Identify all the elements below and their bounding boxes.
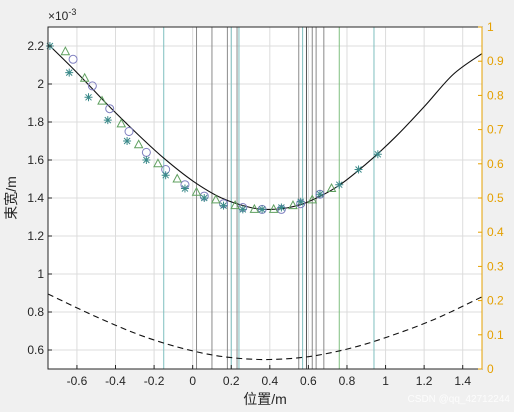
fit-curve xyxy=(47,43,483,210)
marker-triangle xyxy=(307,194,318,204)
marker-triangle xyxy=(79,72,90,82)
tick-label-left: 0.6 xyxy=(27,343,44,357)
right-axis-ticks: 0 0.1 0.2 0.3 0.4 0.5 0.6 0.7 0.8 0.9 1 xyxy=(478,20,504,376)
marker-asterisk xyxy=(335,180,344,189)
tick-label-left: 1.2 xyxy=(27,229,44,243)
tick-label-right: 0.2 xyxy=(487,294,504,308)
x-axis-label: 位置/m xyxy=(243,391,287,407)
marker-triangle xyxy=(326,182,337,192)
marker-triangle xyxy=(153,158,163,168)
tick-label-bottom: 0.4 xyxy=(261,374,278,388)
tick-label-bottom: 0.8 xyxy=(339,374,356,388)
tick-label-left: 1 xyxy=(37,267,44,281)
marker-circle xyxy=(124,127,134,136)
tick-label-left: 1.6 xyxy=(27,153,44,167)
dashed-curve-line xyxy=(47,293,483,361)
tick-label-right: 0.5 xyxy=(487,191,504,205)
marker-asterisk xyxy=(219,201,228,210)
marker-triangle xyxy=(191,186,202,196)
tick-label-left: 1.8 xyxy=(27,115,44,129)
grid xyxy=(48,27,482,369)
tick-label-bottom: 0.6 xyxy=(300,374,317,388)
marker-circle xyxy=(105,104,115,114)
left-axis-ticks: 0.6 0.8 1 1.2 1.4 1.6 1.8 2 2.2 xyxy=(27,39,52,357)
tick-label-bottom: 1.4 xyxy=(454,374,471,388)
tick-label-bottom: 1.2 xyxy=(416,374,433,388)
tick-label-bottom: 0 xyxy=(189,374,196,388)
watermark: CSDN @qq_42712244 xyxy=(408,394,511,405)
tick-label-bottom: 0.2 xyxy=(223,374,240,388)
marker-circle xyxy=(68,54,78,64)
marker-asterisk xyxy=(103,116,112,125)
tick-label-left: 2 xyxy=(37,77,44,91)
marker-triangle xyxy=(268,203,279,213)
marker-asterisk xyxy=(180,184,189,193)
y-axis-label: 束宽/m xyxy=(3,176,19,220)
marker-asterisk xyxy=(142,156,151,164)
tick-label-left: 1.4 xyxy=(27,191,44,205)
marker-asterisk xyxy=(258,205,267,214)
vertical-lines xyxy=(163,27,375,369)
marker-triangle xyxy=(172,173,183,183)
tick-label-left: 0.8 xyxy=(27,305,44,319)
dashed-curve xyxy=(47,293,483,361)
marker-triangle xyxy=(210,194,221,204)
tick-label-right: 1 xyxy=(487,20,494,34)
marker-asterisk xyxy=(161,171,170,180)
tick-label-right: 0 xyxy=(487,362,494,376)
marker-asterisk xyxy=(65,68,74,77)
tick-label-right: 0.6 xyxy=(487,157,504,171)
tick-label-right: 0.3 xyxy=(487,259,504,273)
marker-asterisk xyxy=(373,150,382,159)
marker-triangle xyxy=(116,118,127,128)
y-exponent-label: ×10-3 xyxy=(48,7,76,23)
tick-label-right: 0.4 xyxy=(487,225,504,239)
marker-asterisk xyxy=(84,93,93,102)
marker-asterisk xyxy=(238,205,247,214)
tick-label-left: 2.2 xyxy=(27,39,44,53)
marker-triangle xyxy=(133,139,144,149)
marker-asterisk xyxy=(354,165,363,174)
tick-label-bottom: -0.2 xyxy=(144,374,165,388)
marker-triangle xyxy=(97,95,107,105)
marker-asterisk xyxy=(315,190,324,199)
tick-label-bottom: -0.4 xyxy=(105,374,126,388)
tick-label-right: 0.8 xyxy=(487,88,504,102)
marker-circle xyxy=(87,81,97,91)
marker-triangle xyxy=(230,200,240,210)
tick-label-bottom: 1 xyxy=(382,374,389,388)
tick-label-right: 0.7 xyxy=(487,123,504,137)
marker-asterisk xyxy=(296,197,305,206)
marker-asterisk xyxy=(123,137,132,145)
marker-asterisk xyxy=(277,203,286,212)
tick-label-right: 0.9 xyxy=(487,54,504,68)
marker-triangle xyxy=(60,46,71,56)
tick-label-right: 0.1 xyxy=(487,328,504,342)
marker-triangle xyxy=(288,200,298,210)
tick-label-bottom: -0.6 xyxy=(67,374,88,388)
marker-asterisk xyxy=(200,194,209,202)
bottom-axis-ticks: -0.6 -0.4 -0.2 0 0.2 0.4 0.6 0.8 1 1.2 1.4 xyxy=(67,365,471,388)
marker-triangle xyxy=(249,203,260,213)
fit-curve-line xyxy=(47,43,483,210)
